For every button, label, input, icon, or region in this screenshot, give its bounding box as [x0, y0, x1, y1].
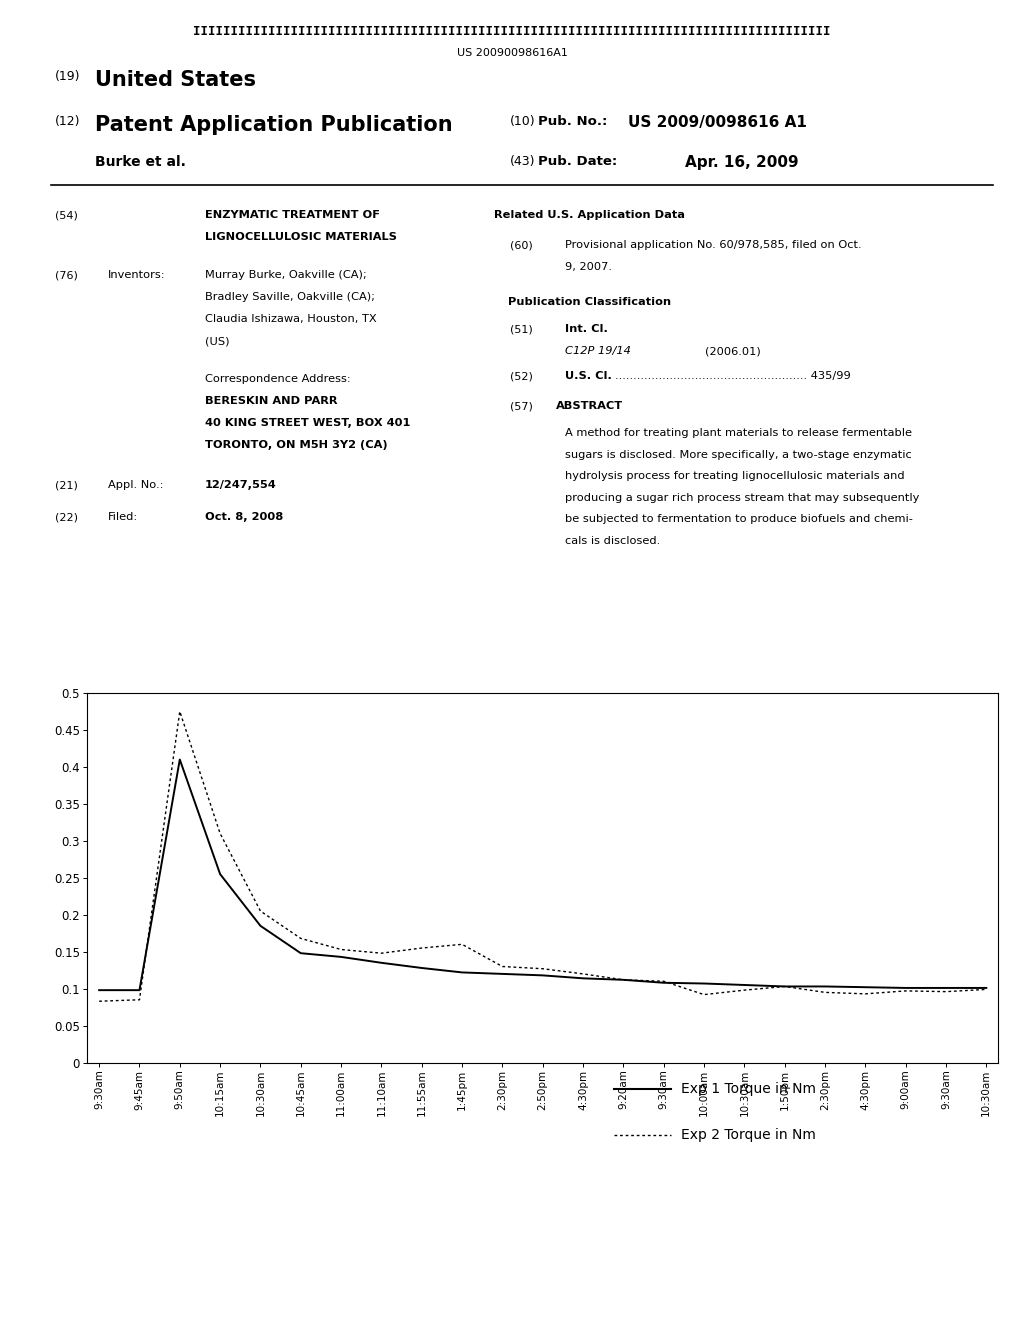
Text: (51): (51) [510, 323, 532, 334]
Text: (52): (52) [510, 371, 532, 381]
Text: sugars is disclosed. More specifically, a two-stage enzymatic: sugars is disclosed. More specifically, … [565, 450, 911, 459]
Text: be subjected to fermentation to produce biofuels and chemi-: be subjected to fermentation to produce … [565, 513, 912, 524]
Text: US 20090098616A1: US 20090098616A1 [457, 48, 567, 58]
Text: (US): (US) [205, 337, 229, 346]
Text: (21): (21) [55, 480, 78, 490]
Text: ..................................................... 435/99: ........................................… [615, 371, 851, 381]
Text: (43): (43) [510, 154, 536, 168]
Text: Pub. Date:: Pub. Date: [538, 154, 617, 168]
Text: Pub. No.:: Pub. No.: [538, 115, 607, 128]
Text: hydrolysis process for treating lignocellulosic materials and: hydrolysis process for treating lignocel… [565, 471, 904, 480]
Text: ABSTRACT: ABSTRACT [556, 401, 624, 411]
Text: Burke et al.: Burke et al. [95, 154, 186, 169]
Text: Claudia Ishizawa, Houston, TX: Claudia Ishizawa, Houston, TX [205, 314, 377, 323]
Text: (22): (22) [55, 512, 78, 521]
Text: US 2009/0098616 A1: US 2009/0098616 A1 [628, 115, 807, 129]
Text: Inventors:: Inventors: [108, 271, 166, 280]
Text: Apr. 16, 2009: Apr. 16, 2009 [685, 154, 799, 170]
Text: Bradley Saville, Oakville (CA);: Bradley Saville, Oakville (CA); [205, 292, 375, 302]
Text: Int. Cl.: Int. Cl. [565, 323, 608, 334]
Text: Provisional application No. 60/978,585, filed on Oct.: Provisional application No. 60/978,585, … [565, 240, 861, 249]
Text: A method for treating plant materials to release fermentable: A method for treating plant materials to… [565, 428, 912, 438]
Text: BERESKIN AND PARR: BERESKIN AND PARR [205, 396, 338, 407]
Text: (57): (57) [510, 401, 532, 411]
Text: (19): (19) [55, 70, 81, 83]
Text: Oct. 8, 2008: Oct. 8, 2008 [205, 512, 284, 521]
Text: (2006.01): (2006.01) [705, 346, 761, 356]
Text: Publication Classification: Publication Classification [509, 297, 672, 308]
Text: 12/247,554: 12/247,554 [205, 480, 276, 490]
Text: Correspondence Address:: Correspondence Address: [205, 374, 351, 384]
Text: Related U.S. Application Data: Related U.S. Application Data [495, 210, 685, 220]
Text: Exp 2 Torque in Nm: Exp 2 Torque in Nm [681, 1129, 816, 1142]
Text: Murray Burke, Oakville (CA);: Murray Burke, Oakville (CA); [205, 271, 367, 280]
Text: producing a sugar rich process stream that may subsequently: producing a sugar rich process stream th… [565, 492, 920, 503]
Text: U.S. Cl.: U.S. Cl. [565, 371, 612, 381]
Text: C12P 19/14: C12P 19/14 [565, 346, 631, 356]
Text: cals is disclosed.: cals is disclosed. [565, 536, 660, 545]
Text: LIGNOCELLULOSIC MATERIALS: LIGNOCELLULOSIC MATERIALS [205, 232, 397, 242]
Text: (60): (60) [510, 240, 532, 249]
Text: (10): (10) [510, 115, 536, 128]
Text: ENZYMATIC TREATMENT OF: ENZYMATIC TREATMENT OF [205, 210, 380, 220]
Text: Patent Application Publication: Patent Application Publication [95, 115, 453, 135]
Text: (76): (76) [55, 271, 78, 280]
Text: (54): (54) [55, 210, 78, 220]
Text: TORONTO, ON M5H 3Y2 (CA): TORONTO, ON M5H 3Y2 (CA) [205, 440, 388, 450]
Text: 9, 2007.: 9, 2007. [565, 261, 612, 272]
Text: Filed:: Filed: [108, 512, 138, 521]
Text: (12): (12) [55, 115, 81, 128]
Text: Appl. No.:: Appl. No.: [108, 480, 164, 490]
Text: 40 KING STREET WEST, BOX 401: 40 KING STREET WEST, BOX 401 [205, 418, 411, 428]
Text: IIIIIIIIIIIIIIIIIIIIIIIIIIIIIIIIIIIIIIIIIIIIIIIIIIIIIIIIIIIIIIIIIIIIIIIIIIIIIIII: IIIIIIIIIIIIIIIIIIIIIIIIIIIIIIIIIIIIIIII… [194, 25, 830, 38]
Text: Exp 1 Torque in Nm: Exp 1 Torque in Nm [681, 1082, 816, 1096]
Text: United States: United States [95, 70, 256, 90]
